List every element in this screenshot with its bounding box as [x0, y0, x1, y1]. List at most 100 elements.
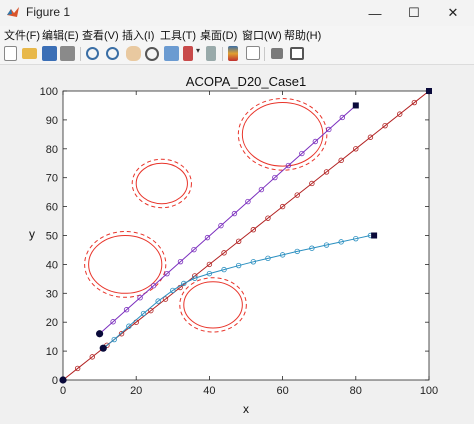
path-point [265, 215, 271, 221]
rotate-3d-icon[interactable] [145, 47, 159, 61]
path-point [235, 238, 242, 244]
figure-canvas: ACOPA_D20_Case1 x y 0 20 40 60 80 100 0 10 20 30 4… [0, 65, 474, 419]
minimize-button[interactable]: — [368, 5, 382, 21]
obstacle-safety-circle [84, 231, 167, 298]
menu-window[interactable]: 窗口(W) [242, 30, 282, 42]
path-point [285, 162, 292, 169]
path-point [74, 365, 81, 372]
path-point [309, 245, 315, 251]
start-point [96, 330, 104, 338]
menu-edit[interactable]: 编辑(E) [42, 30, 79, 42]
path-point [150, 282, 157, 289]
y-tick-label: 60 [46, 202, 58, 214]
path-point [126, 323, 132, 329]
x-tick-label: 40 [203, 385, 215, 397]
path-point [339, 114, 346, 121]
path-point [250, 259, 257, 265]
path-point [245, 198, 251, 205]
y-tick-label: 40 [46, 259, 58, 271]
path-point [367, 134, 374, 140]
insert-colorbar-icon[interactable] [228, 46, 238, 61]
start-point [59, 376, 67, 384]
path-point [258, 186, 265, 193]
path-point [279, 203, 286, 210]
path-point [111, 336, 117, 343]
path-point [294, 192, 300, 198]
path-point [123, 307, 130, 313]
brush-icon[interactable] [183, 46, 193, 61]
show-plot-tools-icon[interactable] [290, 47, 304, 60]
pan-icon[interactable] [126, 46, 141, 61]
menu-view[interactable]: 查看(V) [82, 30, 119, 42]
window-titlebar: Figure 1 — ☐ ✕ [0, 0, 474, 27]
save-icon[interactable] [42, 46, 57, 61]
path-point [192, 275, 198, 281]
path-point [397, 111, 403, 117]
path-point [250, 227, 257, 233]
path-point [299, 150, 305, 157]
zoom-out-icon[interactable] [106, 47, 119, 60]
data-cursor-icon[interactable] [164, 46, 179, 61]
path-point [312, 138, 319, 145]
obstacle-circle [183, 281, 243, 329]
goal-point [426, 88, 432, 94]
chart-title: ACOPA_D20_Case1 [186, 74, 306, 89]
path-point [110, 319, 116, 325]
path-point [191, 246, 197, 253]
y-axis-label: y [29, 227, 35, 241]
figure-toolbar: ▾ [0, 44, 474, 65]
path-line-2 [99, 105, 357, 335]
path-point [140, 310, 147, 317]
y-tick-label: 90 [46, 115, 58, 127]
path-point [323, 169, 330, 175]
path-point [206, 270, 213, 277]
path-point [235, 262, 242, 269]
y-tick-label: 50 [46, 231, 58, 243]
maximize-button[interactable]: ☐ [408, 5, 420, 20]
menu-tools[interactable]: 工具(T) [160, 30, 197, 42]
open-file-icon[interactable] [22, 48, 37, 59]
path-point [206, 261, 213, 268]
obstacle-safety-circle [131, 158, 192, 209]
new-figure-icon[interactable] [4, 46, 17, 61]
path-point [382, 122, 388, 129]
path-point [221, 266, 227, 273]
path-point [411, 99, 418, 106]
path-point [170, 287, 176, 294]
path-point [279, 252, 286, 258]
path-point [162, 296, 169, 302]
print-icon[interactable] [60, 46, 75, 61]
menu-insert[interactable]: 插入(I) [122, 30, 155, 42]
path-point [353, 235, 359, 242]
path-point [155, 298, 161, 304]
link-plot-icon[interactable] [206, 46, 216, 61]
path-point [118, 331, 125, 337]
path-point [323, 242, 330, 248]
zoom-in-icon[interactable] [86, 47, 99, 60]
path-point [181, 280, 187, 287]
chart: ACOPA_D20_Case1 x y 0 20 40 60 80 100 0 10 20 30 4… [29, 74, 438, 416]
path-point [338, 157, 344, 164]
path-point [204, 234, 211, 241]
insert-legend-icon[interactable] [246, 46, 260, 60]
x-tick-label: 100 [420, 385, 438, 397]
goal-point [352, 102, 359, 109]
hide-plot-tools-icon[interactable] [271, 48, 283, 59]
menu-file[interactable]: 文件(F) [4, 30, 41, 42]
brush-dropdown-icon[interactable]: ▾ [196, 46, 201, 55]
path-point [221, 250, 227, 256]
y-tick-label: 100 [40, 86, 58, 98]
goal-point [371, 232, 378, 239]
matlab-icon [7, 7, 19, 17]
close-button[interactable]: ✕ [447, 5, 459, 20]
path-point [309, 180, 315, 187]
path-point [148, 307, 154, 314]
path-point [338, 239, 344, 245]
y-tick-label: 70 [46, 173, 58, 185]
path-line-1 [62, 90, 430, 381]
window-title: Figure 1 [26, 5, 71, 19]
y-tick-label: 20 [46, 317, 58, 329]
path-point [164, 270, 170, 277]
menu-help[interactable]: 帮助(H) [284, 30, 322, 42]
menu-desktop[interactable]: 桌面(D) [200, 30, 238, 42]
